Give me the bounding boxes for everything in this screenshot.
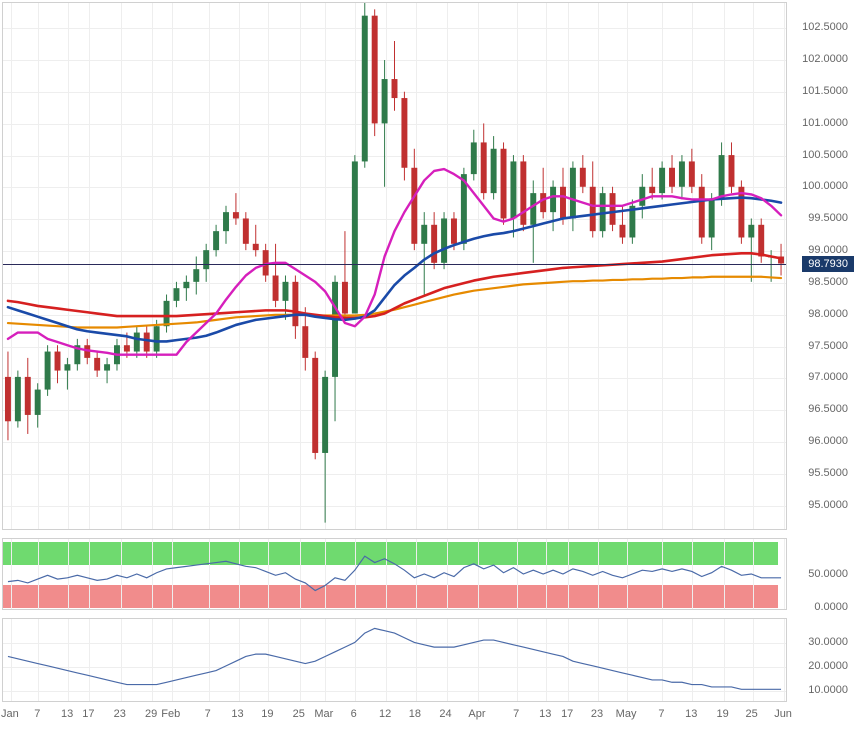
rsi-y-axis: 0.0000 50.0000 bbox=[788, 538, 856, 610]
momentum-indicator-chart[interactable] bbox=[2, 618, 787, 702]
x-tick-label: 12 bbox=[379, 708, 391, 720]
x-tick-label: 19 bbox=[261, 708, 273, 720]
x-tick-label: 19 bbox=[717, 708, 729, 720]
y-tick-label: 99.0000 bbox=[808, 244, 848, 256]
y-tick-label: 95.0000 bbox=[808, 499, 848, 511]
x-tick-label: 17 bbox=[82, 708, 94, 720]
x-tick-label: 7 bbox=[658, 708, 664, 720]
x-tick-label: 18 bbox=[409, 708, 421, 720]
y-tick-label: 97.0000 bbox=[808, 371, 848, 383]
mom-y-tick-label: 20.0000 bbox=[808, 660, 848, 672]
x-tick-label: 13 bbox=[61, 708, 73, 720]
y-tick-label: 98.0000 bbox=[808, 308, 848, 320]
x-tick-label: Apr bbox=[468, 708, 485, 720]
chart-container: 98.7930 95.0000 95.5000 96.0000 96.5000 97.0… bbox=[0, 0, 858, 731]
x-tick-label: 13 bbox=[539, 708, 551, 720]
x-tick-label: 7 bbox=[513, 708, 519, 720]
momentum-y-axis: 10.0000 20.0000 30.0000 bbox=[788, 618, 856, 702]
x-tick-label: 24 bbox=[439, 708, 451, 720]
x-tick-label: Mar bbox=[314, 708, 333, 720]
x-tick-label: Jan bbox=[1, 708, 19, 720]
y-tick-label: 97.5000 bbox=[808, 340, 848, 352]
rsi-y-tick-label: 50.0000 bbox=[808, 568, 848, 580]
mom-y-tick-label: 30.0000 bbox=[808, 636, 848, 648]
x-axis: Jan 7 13 17 23 29 Feb 7 13 19 25 Mar 6 12 18 24 Apr 7 13 17… bbox=[2, 704, 787, 726]
x-tick-label: 6 bbox=[351, 708, 357, 720]
y-tick-label: 101.5000 bbox=[802, 85, 848, 97]
y-tick-label: 102.0000 bbox=[802, 53, 848, 65]
current-price-badge: 98.7930 bbox=[802, 256, 854, 272]
x-tick-label: Jun bbox=[774, 708, 792, 720]
y-tick-label: 100.0000 bbox=[802, 180, 848, 192]
x-tick-label: 29 bbox=[145, 708, 157, 720]
x-tick-label: May bbox=[616, 708, 637, 720]
mom-y-tick-label: 10.0000 bbox=[808, 684, 848, 696]
x-tick-label: 25 bbox=[293, 708, 305, 720]
y-tick-label: 95.5000 bbox=[808, 467, 848, 479]
y-tick-label: 99.5000 bbox=[808, 212, 848, 224]
rsi-indicator-chart[interactable] bbox=[2, 538, 787, 610]
x-tick-label: 25 bbox=[746, 708, 758, 720]
x-tick-label: 7 bbox=[34, 708, 40, 720]
y-tick-label: 98.5000 bbox=[808, 276, 848, 288]
y-tick-label: 102.5000 bbox=[802, 21, 848, 33]
main-price-chart[interactable]: 98.7930 bbox=[2, 2, 787, 530]
current-price-line bbox=[3, 264, 786, 265]
rsi-line bbox=[8, 556, 781, 590]
y-tick-label: 96.5000 bbox=[808, 403, 848, 415]
x-tick-label: 23 bbox=[114, 708, 126, 720]
x-tick-label: 7 bbox=[205, 708, 211, 720]
x-tick-label: 13 bbox=[231, 708, 243, 720]
x-tick-label: 17 bbox=[561, 708, 573, 720]
y-tick-label: 96.0000 bbox=[808, 435, 848, 447]
x-tick-label: Feb bbox=[161, 708, 180, 720]
x-tick-label: 23 bbox=[591, 708, 603, 720]
y-tick-label: 101.0000 bbox=[802, 117, 848, 129]
momentum-line bbox=[8, 628, 781, 689]
ma-line-2 bbox=[8, 198, 781, 342]
y-tick-label: 100.5000 bbox=[802, 149, 848, 161]
rsi-y-tick-label: 0.0000 bbox=[814, 601, 848, 613]
x-tick-label: 13 bbox=[685, 708, 697, 720]
